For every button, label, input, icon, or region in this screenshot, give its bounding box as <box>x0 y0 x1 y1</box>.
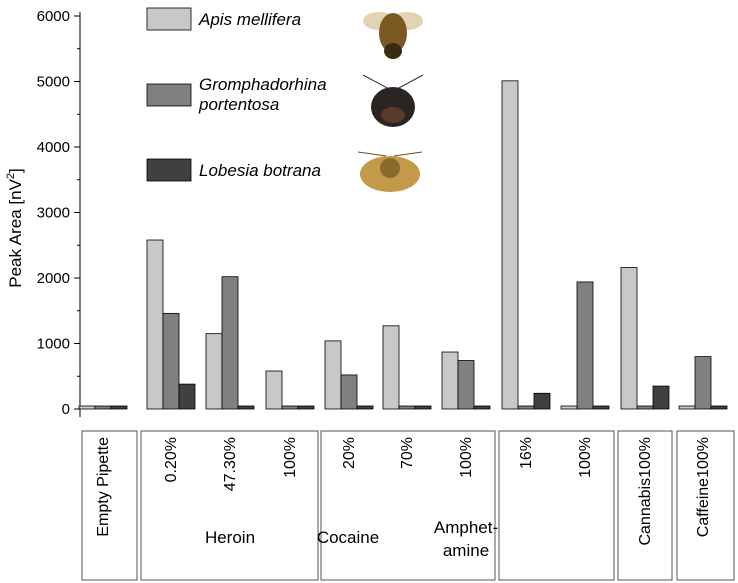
bar <box>178 383 196 410</box>
category-label: Empty Pipette <box>95 437 112 537</box>
bar <box>146 239 164 410</box>
category-label: 20% <box>341 437 358 469</box>
bee-body <box>379 13 407 53</box>
y-axis-label: Peak Area [nV2] <box>5 168 25 288</box>
group-label: amine <box>443 541 489 560</box>
category-label: Cannabis100% <box>637 437 654 546</box>
y-tick-label: 5000 <box>37 74 70 91</box>
category-label: 0.20% <box>163 437 180 482</box>
category-box <box>140 430 319 581</box>
group-label: Amphet- <box>434 518 498 537</box>
bar <box>678 405 696 410</box>
moth-antenna <box>357 151 387 157</box>
bar <box>281 405 299 410</box>
bar <box>501 80 519 410</box>
insect-images <box>357 12 424 192</box>
bar <box>324 340 342 410</box>
bar <box>398 405 416 410</box>
bar <box>710 405 728 410</box>
group-label: Heroin <box>205 528 255 547</box>
bar <box>78 405 96 410</box>
bar <box>533 392 551 410</box>
category-label: 100% <box>458 437 475 478</box>
bar <box>560 405 578 410</box>
legend-swatch <box>146 7 192 31</box>
category-label: 100% <box>282 437 299 478</box>
legend-label: Gromphadorhina <box>199 75 327 94</box>
bar <box>457 360 475 410</box>
bar <box>414 405 432 410</box>
bar <box>162 312 180 410</box>
bar <box>94 405 112 410</box>
legend-label: Lobesia botrana <box>199 161 321 180</box>
bar <box>237 405 255 410</box>
y-ticks: 0 1000 2000 3000 4000 5000 6000 <box>37 8 80 418</box>
group-label: Cocaine <box>317 528 379 547</box>
bar <box>265 370 283 410</box>
bar <box>356 405 374 410</box>
bar <box>636 405 654 410</box>
bar <box>694 356 712 410</box>
y-tick-label: 4000 <box>37 139 70 156</box>
bar <box>221 276 239 410</box>
legend-swatch <box>146 83 192 107</box>
legend-swatch <box>146 158 192 182</box>
cockroach-head <box>381 107 405 123</box>
bar <box>441 351 459 410</box>
category-box <box>81 430 138 581</box>
bar <box>592 405 610 410</box>
category-boxes: Empty Pipette 0.20% 47.30% 100% 20% 70% 100% 16… <box>81 430 735 581</box>
y-tick-label: 6000 <box>37 8 70 25</box>
category-label: 16% <box>518 437 535 469</box>
bar <box>620 267 638 410</box>
bar <box>382 325 400 410</box>
category-label: Caffeine100% <box>695 437 712 537</box>
y-tick-label: 1000 <box>37 336 70 353</box>
y-tick-label: 0 <box>62 401 70 418</box>
category-label: 100% <box>577 437 594 478</box>
moth-antenna <box>393 151 423 157</box>
category-label: 47.30% <box>222 437 239 491</box>
y-tick-label: 2000 <box>37 270 70 287</box>
legend-label: Apis mellifera <box>198 10 301 29</box>
moth-image <box>357 151 423 192</box>
bee-head <box>384 43 402 59</box>
category-box <box>617 430 673 581</box>
cockroach-image <box>362 74 424 127</box>
legend-label: portentosa <box>198 95 279 114</box>
y-tick-label: 3000 <box>37 205 70 222</box>
category-label: 70% <box>399 437 416 469</box>
bar <box>110 405 128 410</box>
y-axis-label-sup: 2 <box>5 173 17 179</box>
cockroach-antenna <box>362 74 390 90</box>
category-box <box>320 430 496 581</box>
bar <box>652 385 670 410</box>
bar <box>297 405 315 410</box>
bar <box>340 374 358 410</box>
category-box <box>676 430 735 581</box>
bar <box>205 333 223 410</box>
category-box <box>498 430 615 581</box>
bar <box>576 281 594 410</box>
bar <box>517 405 535 410</box>
bee-image <box>363 12 423 59</box>
bar <box>473 405 491 410</box>
bars <box>78 80 728 410</box>
y-axis-label-main: Peak Area [nV <box>6 178 25 287</box>
y-axis-label-tail: ] <box>6 168 25 173</box>
moth-head <box>380 158 400 178</box>
cockroach-antenna <box>396 74 424 90</box>
